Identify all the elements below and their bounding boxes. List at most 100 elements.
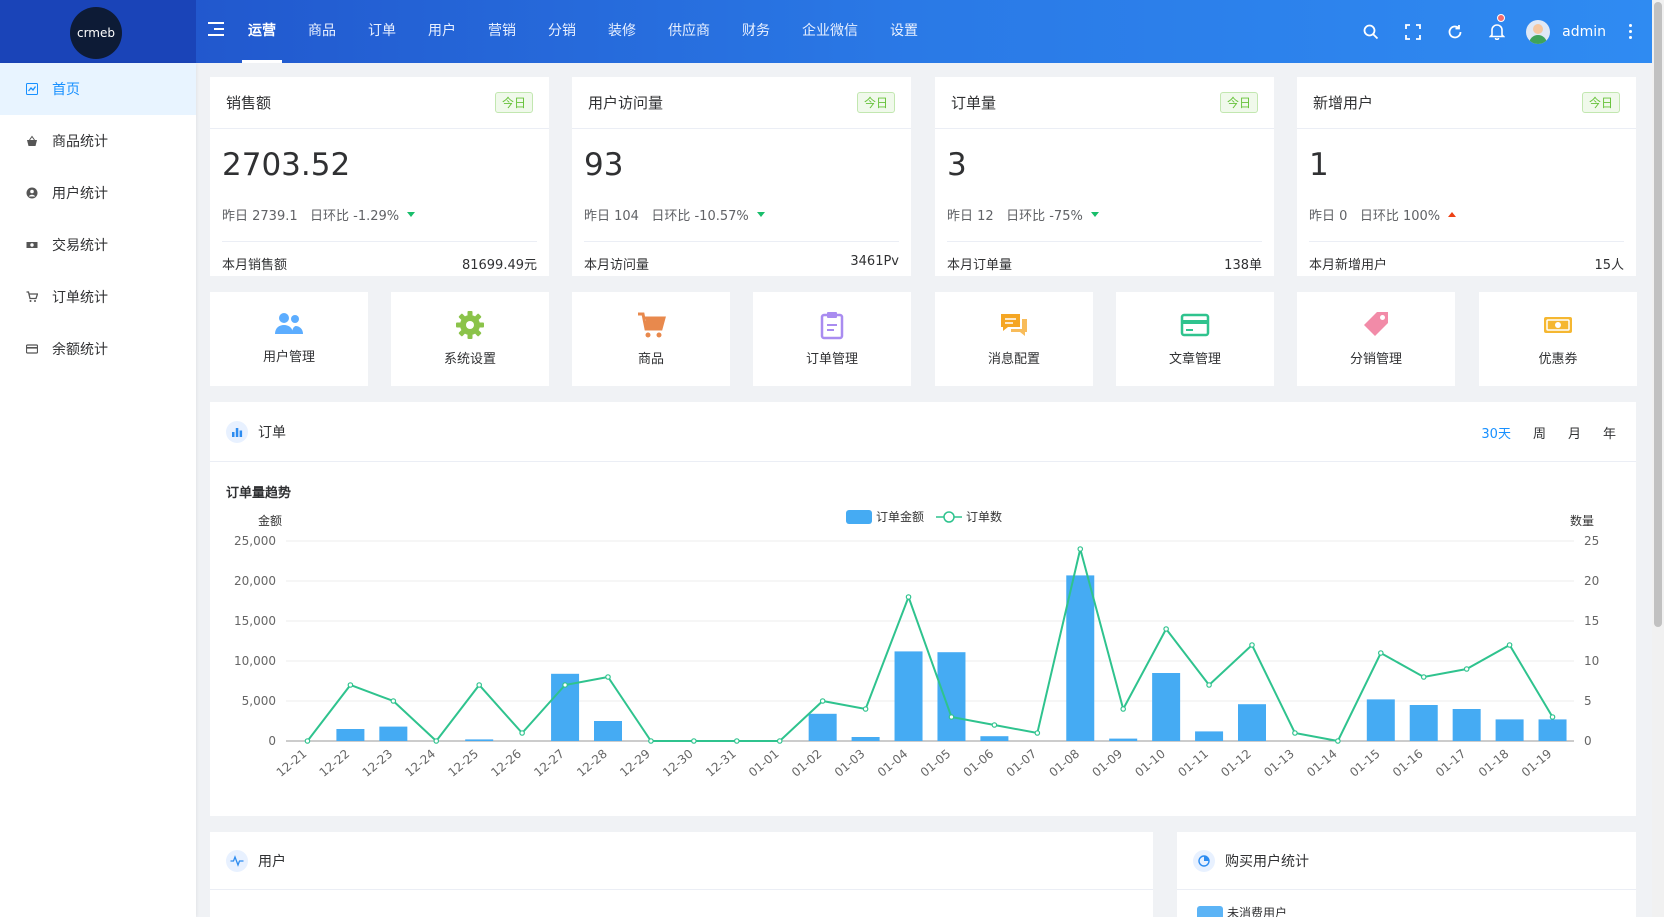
sidebar-item-label: 商品统计 [52, 134, 108, 150]
menu-toggle-icon[interactable] [208, 22, 224, 40]
panel-title: 用户 [258, 853, 286, 870]
nav-item-wecom[interactable]: 企业微信 [802, 23, 858, 39]
line-point [1378, 650, 1384, 656]
shortcut-distribution-management[interactable]: 分销管理 [1297, 292, 1455, 386]
shortcut-article-management[interactable]: 文章管理 [1116, 292, 1274, 386]
pie-chart-icon [1193, 849, 1215, 872]
line-point [433, 738, 440, 744]
shortcut-system-settings[interactable]: 系统设置 [391, 292, 549, 386]
stat-value: 1 [1309, 147, 1329, 183]
nav-item-finance[interactable]: 财务 [742, 23, 770, 39]
range-tab-30d[interactable]: 30天 [1481, 426, 1511, 442]
refresh-icon[interactable] [1434, 0, 1476, 63]
trend-down-icon [1090, 211, 1099, 217]
shortcut-products[interactable]: 商品 [572, 292, 730, 386]
stat-month-label: 本月订单量 [947, 258, 1013, 273]
user-circle-icon [26, 187, 38, 199]
y-tick-right: 25 [1584, 534, 1599, 548]
line-point [1549, 714, 1556, 720]
bar [1495, 719, 1524, 741]
stat-month-label: 本月销售额 [222, 258, 288, 273]
sidebar-item-trade-stats[interactable]: 交易统计 [0, 219, 196, 271]
line-point [1077, 546, 1084, 552]
nav-item-marketing[interactable]: 营销 [488, 23, 516, 39]
bar [937, 652, 966, 741]
line-point [691, 738, 697, 744]
shortcut-message-config[interactable]: 消息配置 [935, 292, 1093, 386]
sidebar: 首页 商品统计 用户统计 交易统计 订单统计 余额统计 [0, 63, 196, 917]
stat-title: 用户访问量 [588, 94, 664, 112]
shortcut-coupons[interactable]: 优惠券 [1479, 292, 1637, 386]
line-point [862, 706, 869, 712]
range-tab-week[interactable]: 周 [1532, 426, 1546, 442]
y-tick-left: 10,000 [234, 654, 276, 668]
stat-month-value: 138单 [1224, 258, 1262, 273]
line-point [776, 738, 783, 744]
nav-item-products[interactable]: 商品 [308, 23, 336, 39]
x-tick: 01-12 [1218, 747, 1254, 780]
line-point [1163, 626, 1169, 632]
sidebar-item-user-stats[interactable]: 用户统计 [0, 167, 196, 219]
y-tick-left: 5,000 [242, 694, 276, 708]
panel-title: 订单 [258, 424, 286, 441]
x-tick: 01-05 [918, 747, 954, 780]
x-tick: 12-30 [660, 747, 696, 780]
brand-logo[interactable]: crmeb [70, 7, 122, 59]
line-point [1506, 642, 1513, 648]
legend-item: 未消费用户 [1197, 904, 1287, 917]
range-tab-year[interactable]: 年 [1602, 426, 1616, 442]
y-axis-label-right: 数量 [1570, 513, 1594, 528]
nav-item-distribution[interactable]: 分销 [548, 23, 576, 39]
shortcut-label: 消息配置 [987, 352, 1040, 367]
nav-item-settings[interactable]: 设置 [890, 23, 918, 39]
bar [808, 713, 837, 741]
stat-yesterday: 昨日 0 [1309, 208, 1348, 224]
x-tick: 01-03 [832, 747, 868, 780]
legend-label: 未消费用户 [1227, 906, 1288, 917]
more-vertical-icon[interactable] [1620, 0, 1640, 63]
bar [1152, 673, 1181, 741]
sidebar-item-balance-stats[interactable]: 余额统计 [0, 323, 196, 375]
sidebar-item-product-stats[interactable]: 商品统计 [0, 115, 196, 167]
sidebar-item-order-stats[interactable]: 订单统计 [0, 271, 196, 323]
line-point [476, 682, 483, 688]
bell-icon[interactable] [1476, 0, 1518, 63]
line-point [1292, 730, 1298, 736]
user-panel: 用户 [210, 832, 1153, 917]
sidebar-item-label: 交易统计 [52, 238, 108, 254]
fullscreen-icon[interactable] [1392, 0, 1434, 63]
logo-area: crmeb [0, 0, 196, 63]
sidebar-item-home[interactable]: 首页 [0, 63, 196, 115]
y-axis-label-left: 金额 [258, 513, 282, 528]
nav-item-operations[interactable]: 运营 [232, 0, 292, 63]
range-tab-month[interactable]: 月 [1567, 426, 1581, 442]
line-point [347, 682, 354, 688]
x-tick: 12-31 [703, 747, 739, 780]
tag-icon [1364, 312, 1388, 336]
stat-month-label: 本月新增用户 [1309, 258, 1388, 273]
shortcut-label: 系统设置 [443, 352, 496, 367]
nav-item-users[interactable]: 用户 [428, 23, 456, 39]
search-icon[interactable] [1350, 0, 1392, 63]
shortcut-user-management[interactable]: 用户管理 [210, 292, 368, 386]
user-menu[interactable]: admin [1518, 0, 1620, 63]
page-scrollbar[interactable] [1652, 0, 1664, 917]
x-tick: 12-22 [317, 747, 353, 780]
basket-icon [27, 135, 37, 146]
nav-item-suppliers[interactable]: 供应商 [668, 23, 710, 39]
line-point [519, 730, 525, 736]
card-icon [26, 344, 38, 354]
line-point [1206, 682, 1212, 688]
nav-item-orders[interactable]: 订单 [368, 23, 396, 39]
shortcut-label: 优惠券 [1538, 352, 1578, 367]
stat-month-label: 本月访问量 [584, 258, 650, 273]
bar [980, 736, 1009, 741]
line-point [905, 594, 912, 600]
gear-icon [456, 311, 484, 339]
nav-item-decoration[interactable]: 装修 [608, 23, 636, 39]
line-point [991, 722, 998, 728]
y-tick-right: 0 [1584, 734, 1592, 748]
stat-ratio: 日环比 100% [1359, 208, 1441, 224]
scrollbar-thumb[interactable] [1654, 2, 1662, 627]
shortcut-order-management[interactable]: 订单管理 [753, 292, 911, 386]
